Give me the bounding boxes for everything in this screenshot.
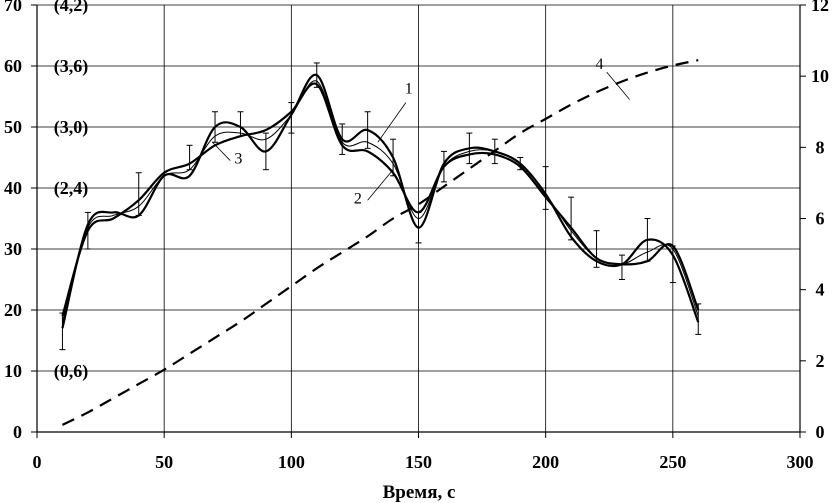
y-right-tick-label: 12 [811, 0, 829, 15]
y-left-tick-label: 40 [4, 178, 22, 198]
y-left-tick-label: 20 [4, 300, 22, 320]
curve-label: 3 [234, 151, 242, 168]
y-right-tick-label: 4 [816, 280, 825, 300]
left-annotation: (3,6) [54, 56, 89, 77]
curve-label: 4 [596, 56, 604, 73]
curve-labels: 1 2 3 4 [212, 56, 630, 207]
series-line-1 [61, 74, 700, 329]
curve-label-leader [606, 71, 630, 100]
y-right-tick-label: 8 [816, 137, 825, 157]
curve-label-leader [212, 141, 231, 161]
x-tick-label: 250 [659, 452, 686, 472]
y-left-tick-label: 0 [13, 422, 22, 442]
axes [31, 4, 806, 438]
left-annotation: (2,4) [54, 178, 89, 199]
y-left-tick-label: 10 [4, 361, 22, 381]
left-annotation: (4,2) [54, 0, 89, 16]
y-right-tick-label: 0 [816, 422, 825, 442]
series-line-4 [61, 59, 699, 426]
curve-label-leader [367, 169, 394, 201]
left-annotation: (3,0) [54, 117, 89, 138]
series-lines [61, 59, 700, 426]
y-right-tick-label: 2 [816, 351, 825, 371]
y-left-tick-label: 60 [4, 56, 22, 76]
x-tick-label: 50 [155, 452, 173, 472]
x-tick-label: 100 [278, 452, 305, 472]
series-line-3 [61, 80, 699, 323]
series-line-2 [61, 82, 700, 317]
x-tick-label: 150 [405, 452, 432, 472]
y-left-tick-label: 30 [4, 239, 22, 259]
curve-label: 1 [405, 80, 413, 97]
y-right-tick-label: 6 [816, 209, 825, 229]
curve-label: 2 [354, 190, 362, 207]
tick-labels: 0 50 100 150 200 250 3000102030405060700246810… [4, 0, 829, 472]
curve-label-leader [377, 102, 407, 143]
x-tick-label: 300 [787, 452, 814, 472]
error-bars [59, 62, 702, 351]
y-left-tick-label: 50 [4, 117, 22, 137]
y-right-tick-label: 10 [811, 66, 829, 86]
x-tick-label: 0 [33, 452, 42, 472]
left-annotation: (0,6) [54, 361, 89, 382]
x-axis-label: Время, с [383, 482, 456, 503]
x-tick-label: 200 [532, 452, 559, 472]
y-left-tick-label: 70 [4, 0, 22, 15]
